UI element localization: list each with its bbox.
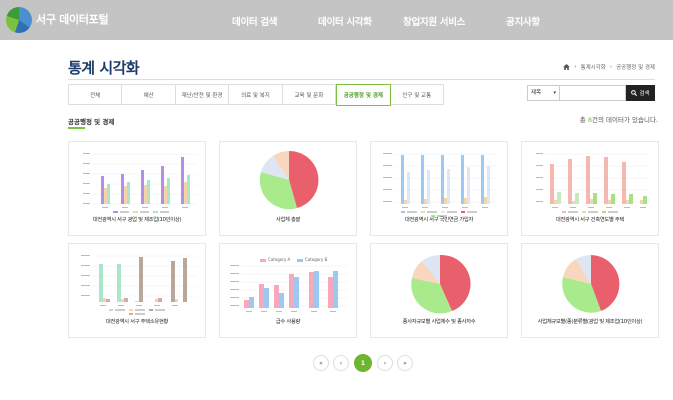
nav-data-search[interactable]: 데이터 검색 bbox=[232, 17, 278, 28]
chart-thumbnail bbox=[383, 153, 499, 217]
chart-card[interactable]: 대전광역시 서구 건축연도별 주택 bbox=[521, 141, 659, 236]
legend-label: Category A bbox=[268, 257, 291, 262]
tab-population[interactable]: 인구 및 교통 bbox=[390, 85, 443, 104]
breadcrumb-item[interactable]: 통계시각화 bbox=[580, 65, 606, 71]
chart-card[interactable]: 사업체 총괄 bbox=[219, 141, 357, 236]
chart-thumbnail bbox=[259, 150, 319, 210]
nav-data-visualization[interactable]: 데이터 시각화 bbox=[318, 17, 372, 28]
search-button[interactable]: 검색 bbox=[626, 85, 655, 101]
search-input[interactable] bbox=[559, 85, 626, 101]
chart-thumbnail bbox=[562, 254, 620, 313]
tab-budget[interactable]: 예산 bbox=[122, 85, 176, 104]
category-tabs: 전체 예산 재난/안전 및 환경 의료 및 복지 교육 및 문화 공공행정 및 … bbox=[68, 84, 444, 106]
nav-startup-service[interactable]: 창업지원 서비스 bbox=[403, 17, 466, 28]
chart-card[interactable]: 사업체규모별(종)분류별(광업 및 제조업(10인이상) bbox=[521, 243, 659, 338]
count-number: 8 bbox=[587, 116, 592, 124]
chart-thumbnail bbox=[81, 255, 197, 315]
chart-card[interactable]: 종사자규모별 사업체수 및 종사자수 bbox=[370, 243, 508, 338]
page-title: 통계 시각화 bbox=[68, 59, 140, 77]
nav-notice[interactable]: 공지사항 bbox=[506, 17, 540, 28]
card-label: 급수 사용량 bbox=[275, 319, 301, 325]
card-label: 대전광역시 서구 건축연도별 주택 bbox=[555, 217, 625, 223]
site-title[interactable]: 서구 데이터포털 bbox=[36, 13, 109, 26]
chart-thumbnail bbox=[83, 153, 197, 213]
chart-thumbnail bbox=[411, 254, 471, 314]
tab-disaster[interactable]: 재난/안전 및 환경 bbox=[175, 85, 230, 104]
site-header: 서구 데이터포털 데이터 검색 데이터 시각화 창업지원 서비스 공지사항 bbox=[0, 0, 673, 40]
home-icon[interactable] bbox=[563, 64, 571, 70]
legend-label: Category B bbox=[305, 257, 328, 262]
result-count: 총 8건의 데이터가 있습니다. bbox=[580, 114, 658, 124]
search-icon bbox=[631, 90, 638, 96]
pager-last-button[interactable]: » bbox=[397, 355, 413, 371]
chart-card[interactable]: Category A Category B 급수 사용량 bbox=[219, 243, 357, 338]
chart-card[interactable]: 대전광역시 서구 광업 및 제조업(10인이상) bbox=[68, 141, 206, 236]
divider bbox=[68, 79, 655, 80]
chart-card[interactable]: 대전광역시 서구 주택소유현황 bbox=[68, 243, 206, 338]
section-accent-bar bbox=[68, 127, 85, 129]
section-title: 공공행정 및 경제 bbox=[68, 118, 115, 126]
card-label: 대전광역시 서구 광업 및 제조업(10인이상) bbox=[92, 217, 182, 223]
chart-thumbnail bbox=[536, 153, 650, 213]
chevron-right-icon: › bbox=[609, 64, 613, 70]
logo-icon[interactable] bbox=[6, 7, 32, 33]
tab-medical[interactable]: 의료 및 복지 bbox=[229, 85, 283, 104]
pager-first-button[interactable]: « bbox=[313, 355, 329, 371]
card-label: 사업체규모별(종)분류별(광업 및 제조업(10인이상) bbox=[537, 319, 643, 325]
tab-all[interactable]: 전체 bbox=[69, 85, 123, 104]
chevron-down-icon: ▾ bbox=[553, 90, 556, 96]
search-type-select[interactable]: 제목 ▾ bbox=[527, 85, 560, 101]
search-type-value: 제목 bbox=[531, 90, 542, 96]
pager-page-1[interactable]: 1 bbox=[354, 354, 372, 372]
breadcrumb: › 통계시각화 › 공공행정 및 경제 bbox=[563, 63, 655, 71]
tab-education[interactable]: 교육 및 문화 bbox=[282, 85, 337, 104]
card-label: 대전광역시 서구 주택소유현황 bbox=[105, 319, 169, 325]
card-label: 대전광역시 서구 국민연금 가입자 bbox=[404, 217, 474, 223]
count-prefix: 총 bbox=[579, 116, 586, 124]
search-button-label: 검색 bbox=[639, 91, 650, 97]
breadcrumb-item[interactable]: 공공행정 및 경제 bbox=[616, 65, 655, 71]
tab-public-admin[interactable]: 공공행정 및 경제 bbox=[336, 84, 391, 106]
card-label: 종사자규모별 사업체수 및 종사자수 bbox=[402, 319, 476, 325]
chart-thumbnail bbox=[230, 259, 348, 312]
pager-prev-button[interactable]: ‹ bbox=[333, 355, 349, 371]
chevron-right-icon: › bbox=[574, 64, 577, 70]
count-suffix: 건의 데이터가 있습니다. bbox=[592, 116, 658, 124]
chart-card[interactable]: 대전광역시 서구 국민연금 가입자 bbox=[370, 141, 508, 236]
pager-next-button[interactable]: › bbox=[377, 355, 393, 371]
card-label: 사업체 총괄 bbox=[275, 217, 301, 223]
